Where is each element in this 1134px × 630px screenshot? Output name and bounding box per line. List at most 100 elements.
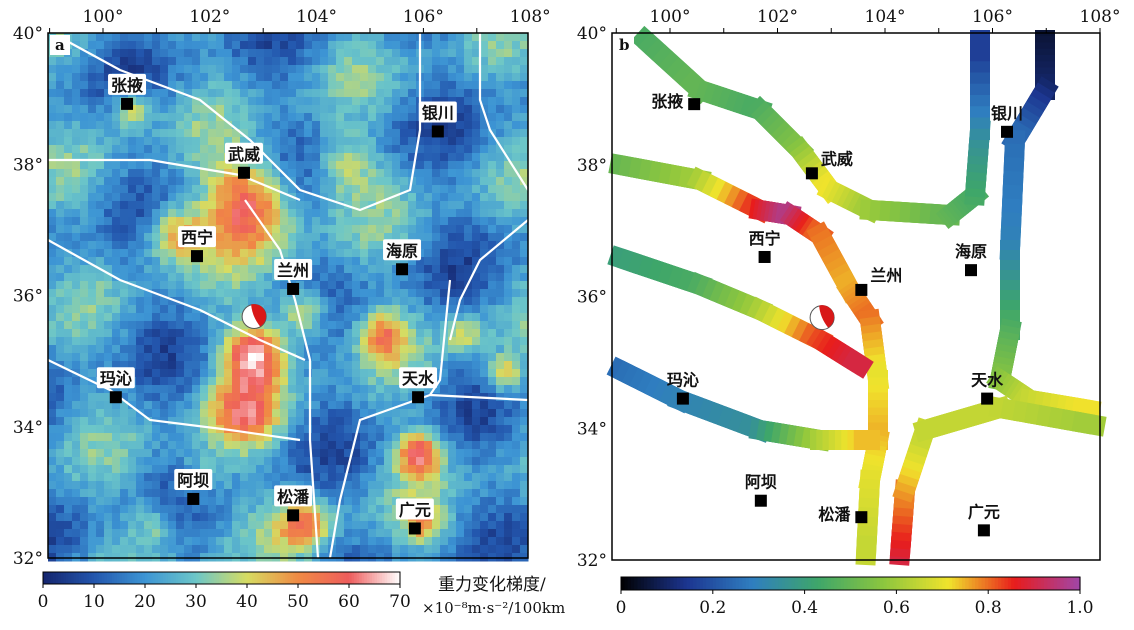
- heatmap-cell: [368, 321, 377, 330]
- heatmap-cell: [128, 457, 137, 466]
- heatmap-cell: [272, 129, 281, 138]
- heatmap-cell: [384, 41, 393, 50]
- heatmap-cell: [504, 505, 513, 514]
- heatmap-cell: [240, 33, 249, 42]
- heatmap-cell: [400, 489, 409, 498]
- heatmap-cell: [328, 465, 337, 474]
- heatmap-cell: [224, 297, 233, 306]
- heatmap-cell: [520, 345, 529, 354]
- heatmap-cell: [200, 57, 209, 66]
- heatmap-cell: [200, 113, 209, 122]
- heatmap-cell: [328, 393, 337, 402]
- heatmap-cell: [440, 473, 449, 482]
- heatmap-cell: [64, 401, 73, 410]
- heatmap-cell: [496, 225, 505, 234]
- heatmap-cell: [120, 65, 129, 74]
- heatmap-cell: [200, 337, 209, 346]
- colorbar-swatch: [180, 572, 184, 584]
- heatmap-cell: [480, 73, 489, 82]
- heatmap-cell: [336, 377, 345, 386]
- heatmap-cell: [496, 137, 505, 146]
- heatmap-cell: [480, 537, 489, 546]
- colorbar-swatch: [893, 577, 897, 590]
- heatmap-cell: [488, 105, 497, 114]
- heatmap-cell: [240, 81, 249, 90]
- heatmap-cell: [432, 361, 441, 370]
- heatmap-cell: [448, 161, 457, 170]
- heatmap-cell: [248, 97, 257, 106]
- heatmap-cell: [448, 537, 457, 546]
- heatmap-cell: [408, 97, 417, 106]
- heatmap-cell: [392, 345, 401, 354]
- heatmap-cell: [280, 321, 289, 330]
- heatmap-cell: [248, 425, 257, 434]
- heatmap-cell: [112, 409, 121, 418]
- heatmap-cell: [128, 129, 137, 138]
- heatmap-cell: [232, 49, 241, 58]
- heatmap-cell: [152, 89, 161, 98]
- heatmap-cell: [200, 329, 209, 338]
- heatmap-cell: [136, 153, 145, 162]
- heatmap-cell: [480, 417, 489, 426]
- heatmap-cell: [280, 81, 289, 90]
- heatmap-cell: [256, 185, 265, 194]
- heatmap-cell: [168, 209, 177, 218]
- heatmap-cell: [416, 273, 425, 282]
- heatmap-cell: [264, 297, 273, 306]
- heatmap-cell: [256, 433, 265, 442]
- panel-label-box: [50, 35, 70, 55]
- heatmap-cell: [264, 401, 273, 410]
- heatmap-cell: [224, 521, 233, 530]
- heatmap-cell: [224, 273, 233, 282]
- fault-line: [328, 279, 452, 559]
- heatmap-cell: [144, 129, 153, 138]
- heatmap-cell: [104, 185, 113, 194]
- heatmap-cell: [264, 281, 273, 290]
- heatmap-cell: [144, 393, 153, 402]
- heatmap-cell: [296, 377, 305, 386]
- heatmap-cell: [360, 321, 369, 330]
- heatmap-cell: [264, 265, 273, 274]
- heatmap-cell: [496, 449, 505, 458]
- heatmap-cell: [360, 225, 369, 234]
- heatmap-cell: [88, 65, 97, 74]
- heatmap-cell: [200, 33, 209, 42]
- heatmap-cell: [360, 433, 369, 442]
- heatmap-cell: [104, 457, 113, 466]
- heatmap-cell: [320, 81, 329, 90]
- heatmap-cell: [368, 433, 377, 442]
- heatmap-cell: [232, 545, 241, 554]
- heatmap-cell: [136, 401, 145, 410]
- heatmap-cell: [272, 449, 281, 458]
- heatmap-cell: [112, 521, 121, 530]
- heatmap-cell: [224, 417, 233, 426]
- heatmap-cell: [408, 473, 417, 482]
- heatmap-cell: [352, 329, 361, 338]
- heatmap-cell: [520, 353, 529, 362]
- heatmap-cell: [424, 177, 433, 186]
- heatmap-cell: [320, 265, 329, 274]
- heatmap-cell: [520, 473, 529, 482]
- heatmap-cell: [56, 425, 65, 434]
- heatmap-cell: [192, 521, 201, 530]
- heatmap-cell: [248, 281, 257, 290]
- heatmap-cell: [456, 249, 465, 258]
- heatmap-cell: [392, 305, 401, 314]
- heatmap-cell: [256, 193, 265, 202]
- heatmap-cell: [416, 337, 425, 346]
- heatmap-cell: [336, 185, 345, 194]
- heatmap-cell: [184, 217, 193, 226]
- heatmap-cell: [168, 177, 177, 186]
- heatmap-cell: [80, 417, 89, 426]
- heatmap-cell: [176, 105, 185, 114]
- heatmap-cell: [160, 449, 169, 458]
- colorbar-swatch: [784, 577, 789, 590]
- heatmap-cell: [432, 393, 441, 402]
- heatmap-cell: [416, 289, 425, 298]
- heatmap-cell: [344, 497, 353, 506]
- heatmap-cell: [280, 33, 289, 42]
- heatmap-cell: [368, 385, 377, 394]
- heatmap-cell: [440, 201, 449, 210]
- heatmap-cell: [360, 105, 369, 114]
- heatmap-cell: [56, 545, 65, 554]
